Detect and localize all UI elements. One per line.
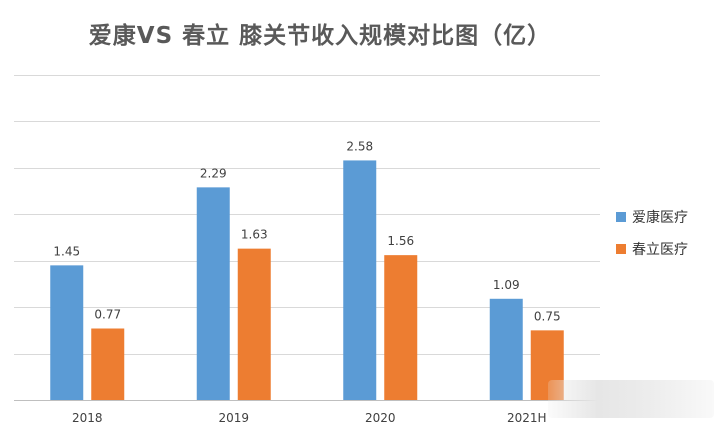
bar-chunli-2019 [237,248,271,400]
legend-item-aikang: 爱康医疗 [616,206,688,228]
chart-title: 爱康VS 春立 膝关节收入规模对比图（亿） [88,23,552,49]
bar-aikang-2018 [50,265,84,400]
data-label-chunli-2018: 0.77 [94,308,121,322]
data-label-chunli-2021H: 0.75 [534,309,561,323]
data-label-aikang-2019: 2.29 [200,166,227,180]
bar-aikang-2021H [489,298,523,400]
x-tick-label: 2019 [218,411,249,425]
data-label-aikang-2021H: 1.09 [493,278,520,292]
chart-legend: 爱康医疗 春立医疗 [616,206,688,270]
bar-chunli-2020 [384,255,418,400]
bar-aikang-2020 [343,160,377,400]
data-label-aikang-2018: 1.45 [53,244,80,258]
legend-swatch-chunli [616,244,626,254]
x-tick-label: 2018 [72,411,103,425]
data-label-aikang-2020: 2.58 [346,139,373,153]
watermark-blur [548,380,714,418]
x-tick-label: 2020 [365,411,396,425]
legend-label-chunli: 春立医疗 [632,242,688,258]
data-label-chunli-2020: 1.56 [387,234,414,248]
data-label-chunli-2019: 1.63 [241,228,268,242]
legend-label-aikang: 爱康医疗 [632,210,688,226]
legend-swatch-aikang [616,212,626,222]
bar-aikang-2019 [196,187,230,400]
bar-chunli-2018 [91,328,125,400]
x-tick-label: 2021H [507,411,547,425]
legend-item-chunli: 春立医疗 [616,238,688,260]
